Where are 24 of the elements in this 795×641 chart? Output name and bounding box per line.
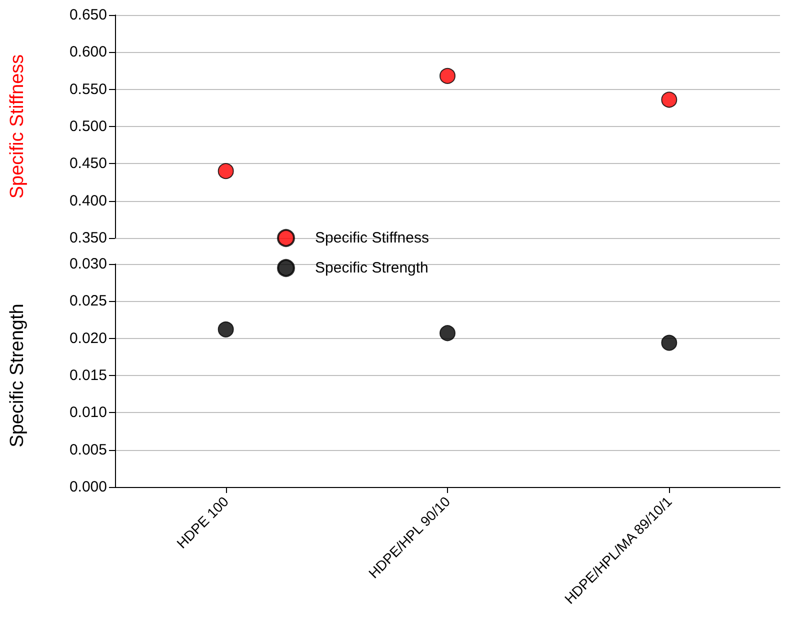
point [661, 92, 678, 108]
y-tick-label: 0.025 [69, 292, 107, 310]
y-tick-label: 0.005 [69, 441, 107, 458]
y-tick-label: 0.010 [69, 404, 107, 422]
y-tick-label: 0.400 [69, 192, 107, 210]
y-axis-title: Specific Strength [7, 304, 28, 448]
point [440, 68, 456, 84]
point [218, 163, 234, 180]
y-tick-label: 0.500 [69, 118, 107, 135]
y-tick-label: 0.450 [69, 155, 107, 172]
legend-label: Specific Strength [315, 260, 428, 276]
legend-label: Specific Stiffness [315, 230, 429, 246]
y-tick-label: 0.350 [69, 230, 107, 246]
y-tick-label: 0.030 [69, 256, 107, 272]
y-tick-label: 0.600 [69, 44, 107, 61]
point [440, 325, 456, 342]
y-axis-title: Specific Stiffness [7, 54, 28, 199]
y-tick-label: 0.550 [69, 80, 107, 98]
y-tick-label: 0.000 [69, 478, 107, 496]
y-tick-label: 0.650 [69, 6, 107, 24]
point [218, 321, 234, 338]
point [661, 334, 678, 351]
y-tick-label: 0.015 [69, 367, 107, 384]
y-tick-label: 0.020 [69, 330, 107, 347]
